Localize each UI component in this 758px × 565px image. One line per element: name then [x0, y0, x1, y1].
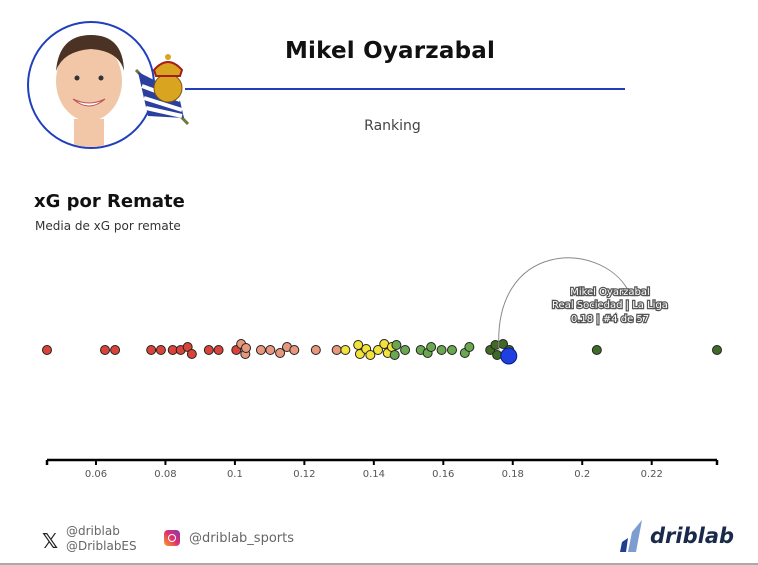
driblab-logo-mark-icon — [620, 520, 642, 552]
data-point[interactable] — [265, 345, 276, 355]
data-point[interactable] — [275, 348, 286, 358]
data-point[interactable] — [110, 345, 121, 355]
data-point[interactable] — [42, 345, 52, 355]
metric-subtitle: Media de xG por remate — [35, 219, 181, 233]
player-photo — [27, 21, 155, 149]
data-point[interactable] — [391, 340, 402, 350]
data-point[interactable] — [186, 349, 197, 359]
data-point[interactable] — [155, 345, 166, 355]
data-point[interactable] — [203, 345, 214, 355]
annotation-player: Mikel Oyarzabal — [570, 287, 650, 298]
x-logo-icon: 𝕏 — [42, 529, 59, 553]
x-tick-label: 0.2 — [574, 469, 590, 480]
twitter-handle-driblabes[interactable]: @DriblabES — [66, 539, 137, 553]
data-point[interactable] — [492, 350, 503, 360]
annotation-rank: 0.18 | #4 de 57 — [571, 314, 649, 325]
data-point[interactable] — [310, 345, 321, 355]
twitter-handles: @driblab @DriblabES — [66, 524, 137, 554]
instagram-icon — [164, 530, 180, 546]
data-point[interactable] — [591, 345, 602, 355]
x-axis: 0.06 0.08 0.1 0.12 0.14 0.16 0.18 0.2 0.22 — [45, 458, 719, 480]
highlighted-player-point[interactable] — [500, 347, 518, 365]
annotation-label: Mikel Oyarzabal Real Sociedad | La Liga … — [551, 286, 669, 327]
player-portrait-icon — [56, 35, 124, 147]
driblab-logo-text: driblab — [650, 524, 735, 548]
data-point[interactable] — [340, 345, 351, 355]
x-tick-label: 0.16 — [432, 469, 454, 480]
data-point[interactable] — [464, 342, 475, 352]
data-points — [42, 339, 722, 365]
instagram-handle[interactable]: @driblab_sports — [189, 531, 294, 546]
x-tick-label: 0.1 — [227, 469, 243, 480]
x-tick-label: 0.14 — [363, 469, 385, 480]
data-point[interactable] — [146, 345, 157, 355]
data-point[interactable] — [436, 345, 447, 355]
strip-plot: 0.06 0.08 0.1 0.12 0.14 0.16 0.18 0.2 0.22 Mikel… — [42, 257, 722, 480]
club-crest-icon — [134, 54, 190, 126]
data-point[interactable] — [331, 345, 342, 355]
data-point[interactable] — [712, 345, 722, 355]
x-tick-label: 0.06 — [85, 469, 107, 480]
data-point[interactable] — [289, 345, 300, 355]
player-name: Mikel Oyarzabal — [284, 38, 496, 64]
data-point[interactable] — [426, 342, 437, 352]
twitter-handle-driblab[interactable]: @driblab — [66, 524, 120, 538]
data-point[interactable] — [389, 350, 400, 360]
driblab-logo: driblab — [618, 518, 738, 554]
footer-divider — [0, 563, 758, 565]
page-subtitle: Ranking — [364, 118, 421, 134]
data-point[interactable] — [365, 350, 376, 360]
data-point[interactable] — [213, 345, 224, 355]
data-point[interactable] — [255, 345, 266, 355]
data-point[interactable] — [446, 345, 457, 355]
x-tick-label: 0.12 — [293, 469, 315, 480]
x-tick-label: 0.08 — [154, 469, 176, 480]
data-point[interactable] — [100, 345, 111, 355]
x-tick-label: 0.22 — [641, 469, 663, 480]
annotation-connector — [498, 257, 629, 352]
data-point[interactable] — [400, 345, 411, 355]
metric-title: xG por Remate — [34, 191, 185, 212]
data-point[interactable] — [241, 343, 252, 353]
annotation-team: Real Sociedad | La Liga — [552, 300, 668, 311]
data-point[interactable] — [373, 345, 384, 355]
x-tick-label: 0.18 — [502, 469, 524, 480]
header-divider — [185, 88, 625, 90]
